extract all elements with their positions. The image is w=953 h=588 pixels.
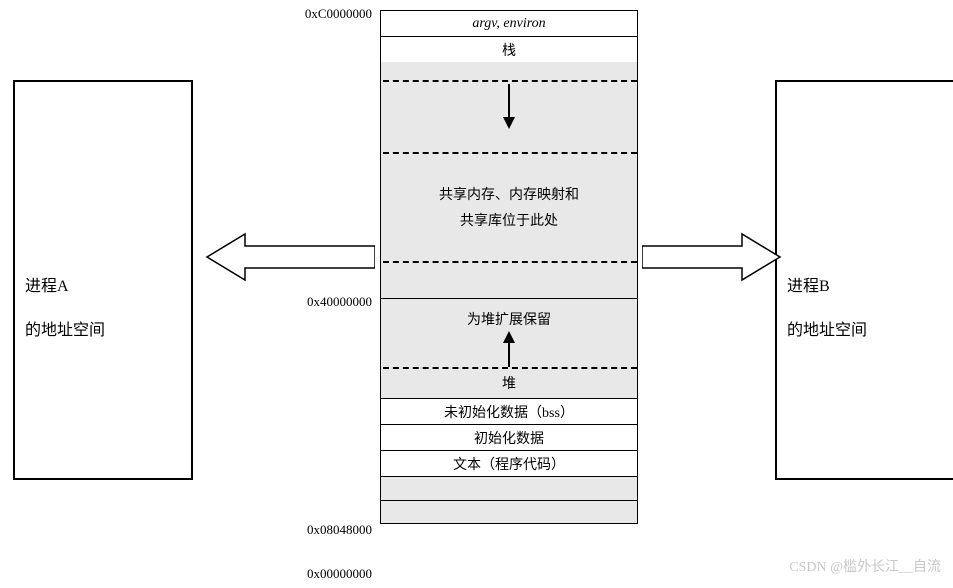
row-stack: 栈 (380, 36, 638, 62)
row-text: 文本（程序代码） (380, 450, 638, 476)
row-data: 初始化数据 (380, 424, 638, 450)
heap-reserve-label: 为堆扩展保留 (381, 309, 637, 329)
row-gap (380, 262, 638, 298)
row-heap-reserve: 为堆扩展保留 (380, 298, 638, 368)
process-b-label2: 的地址空间 (787, 316, 943, 340)
stack-label: 栈 (502, 40, 516, 60)
process-a-label2: 的地址空间 (25, 316, 181, 340)
shared-label1: 共享内存、内存映射和 (439, 184, 579, 204)
row-argv: argv, environ (380, 10, 638, 36)
heap-label: 堆 (502, 373, 516, 393)
addr-top: 0xC0000000 (282, 6, 372, 22)
stack-arrow-head (503, 117, 515, 129)
addr-bottom: 0x00000000 (282, 566, 372, 582)
dashed-heap-bottom (383, 367, 637, 369)
dashed-stack-top (383, 80, 637, 82)
process-b-box: 进程B 的地址空间 (775, 80, 953, 480)
stack-arrow-shaft (508, 84, 510, 119)
row-shared: 共享内存、内存映射和 共享库位于此处 (380, 152, 638, 262)
row-bottom (380, 500, 638, 524)
dashed-shared-bottom (383, 261, 637, 263)
row-below-text (380, 476, 638, 500)
arrow-right-icon (642, 232, 782, 282)
row-heap: 堆 (380, 368, 638, 398)
watermark: CSDN @槛外长江__自流 (789, 556, 941, 576)
memory-layout: argv, environ 栈 共享内存、内存映射和 共享库位于此处 为堆扩展保… (380, 10, 638, 524)
text-label: 文本（程序代码） (453, 454, 565, 474)
bss-label: 未初始化数据（bss） (444, 402, 574, 422)
dashed-shared-top (383, 152, 637, 154)
heap-arrow-shaft (508, 341, 510, 367)
argv-label: argv, environ (472, 16, 545, 32)
addr-mid: 0x40000000 (282, 294, 372, 310)
process-a-box: 进程A 的地址空间 (13, 80, 193, 480)
data-label: 初始化数据 (474, 428, 544, 448)
arrow-left-icon (205, 232, 375, 282)
addr-text-start: 0x08048000 (282, 522, 372, 538)
row-stack-growth (380, 62, 638, 152)
shared-label2: 共享库位于此处 (439, 210, 579, 230)
process-b-label1: 进程B (787, 272, 943, 296)
process-a-label1: 进程A (25, 272, 181, 296)
row-bss: 未初始化数据（bss） (380, 398, 638, 424)
